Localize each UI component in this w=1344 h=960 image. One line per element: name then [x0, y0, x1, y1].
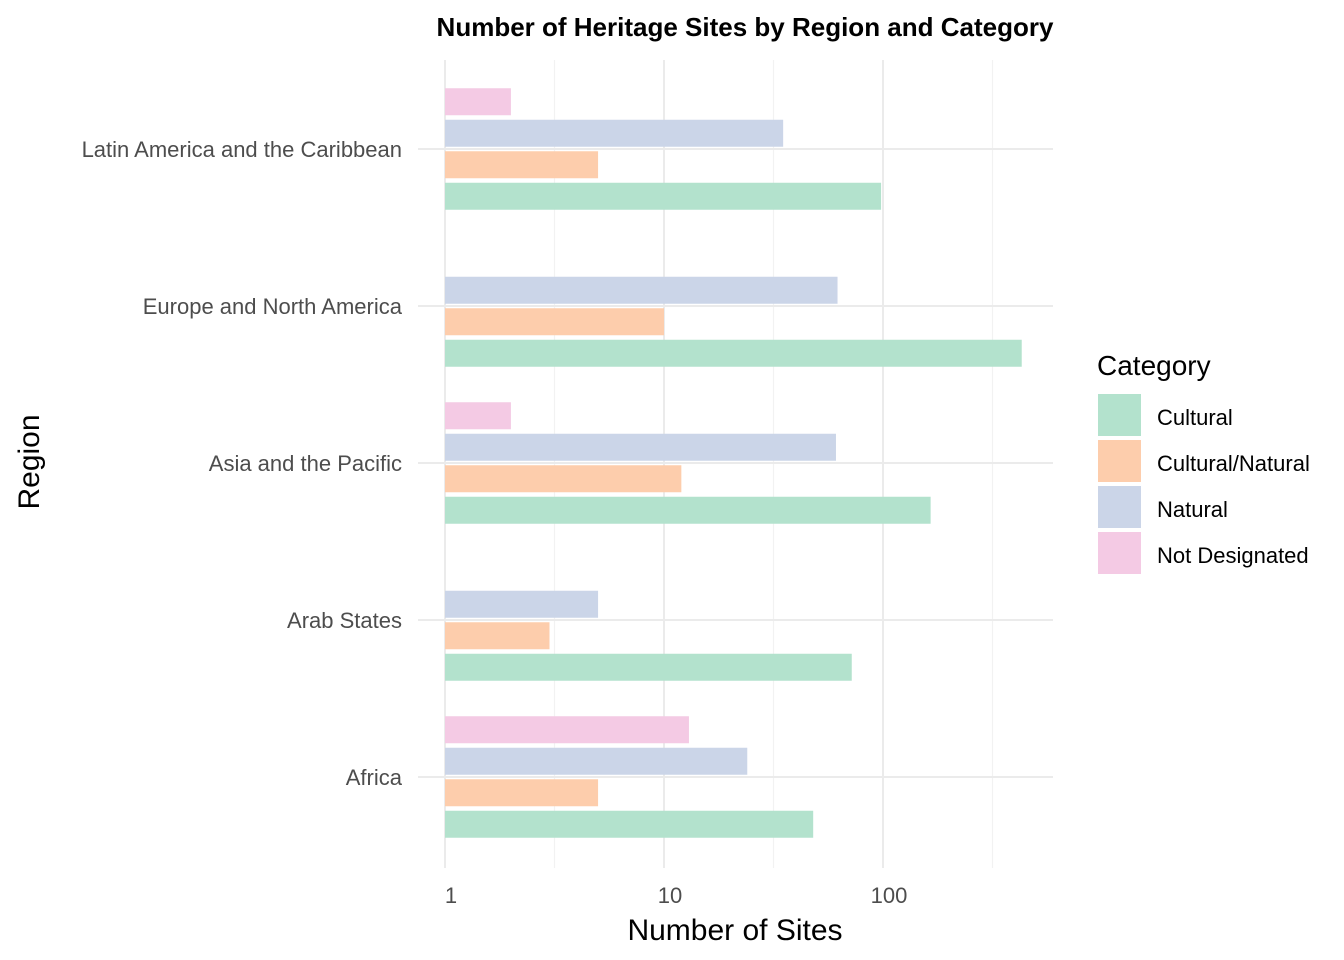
legend-swatch: [1098, 532, 1141, 574]
y-tick-label: Europe and North America: [143, 294, 403, 319]
y-tick-label: Africa: [346, 765, 403, 790]
bar-natural: [445, 747, 748, 775]
y-tick-label: Latin America and the Caribbean: [82, 137, 402, 162]
bar-not-designated: [445, 716, 689, 744]
y-tick-label: Arab States: [287, 608, 402, 633]
x-tick-labels: 1 10 100: [445, 883, 907, 908]
bar-natural: [445, 433, 836, 461]
grid: [418, 60, 1053, 868]
x-axis-title: Number of Sites: [627, 914, 842, 947]
bar-cultural: [445, 339, 1022, 367]
legend: Category Cultural Cultural/Natural Natural…: [1097, 350, 1310, 574]
chart-title: Number of Heritage Sites by Region and C…: [437, 12, 1054, 42]
bar-natural: [445, 590, 599, 618]
x-tick-label: 10: [658, 883, 682, 908]
bar-not-designated: [445, 402, 511, 430]
y-tick-labels: Africa Arab States Asia and the Pacific Eur…: [82, 137, 403, 790]
x-tick-label: 100: [871, 883, 908, 908]
x-tick-label: 1: [445, 883, 457, 908]
legend-items: Cultural Cultural/Natural Natural Not Desig…: [1098, 394, 1310, 574]
bar-cultural-natural: [445, 308, 664, 336]
legend-swatch: [1098, 440, 1141, 482]
bar-natural: [445, 119, 784, 147]
bar-cultural-natural: [445, 151, 599, 179]
legend-label: Cultural: [1157, 405, 1233, 430]
y-axis-title: Region: [13, 414, 46, 509]
bar-cultural: [445, 182, 882, 210]
bar-not-designated: [445, 88, 511, 116]
legend-label: Not Designated: [1157, 543, 1309, 568]
bar-cultural-natural: [445, 465, 682, 493]
legend-swatch: [1098, 486, 1141, 528]
bar-cultural: [445, 496, 931, 524]
bar-cultural-natural: [445, 779, 599, 807]
bar-cultural: [445, 653, 852, 681]
legend-title: Category: [1097, 350, 1211, 381]
bars: [445, 88, 1022, 838]
legend-swatch: [1098, 394, 1141, 436]
bar-cultural: [445, 810, 814, 838]
y-tick-label: Asia and the Pacific: [209, 451, 402, 476]
bar-natural: [445, 276, 838, 304]
legend-label: Natural: [1157, 497, 1228, 522]
legend-label: Cultural/Natural: [1157, 451, 1310, 476]
bar-cultural-natural: [445, 622, 550, 650]
